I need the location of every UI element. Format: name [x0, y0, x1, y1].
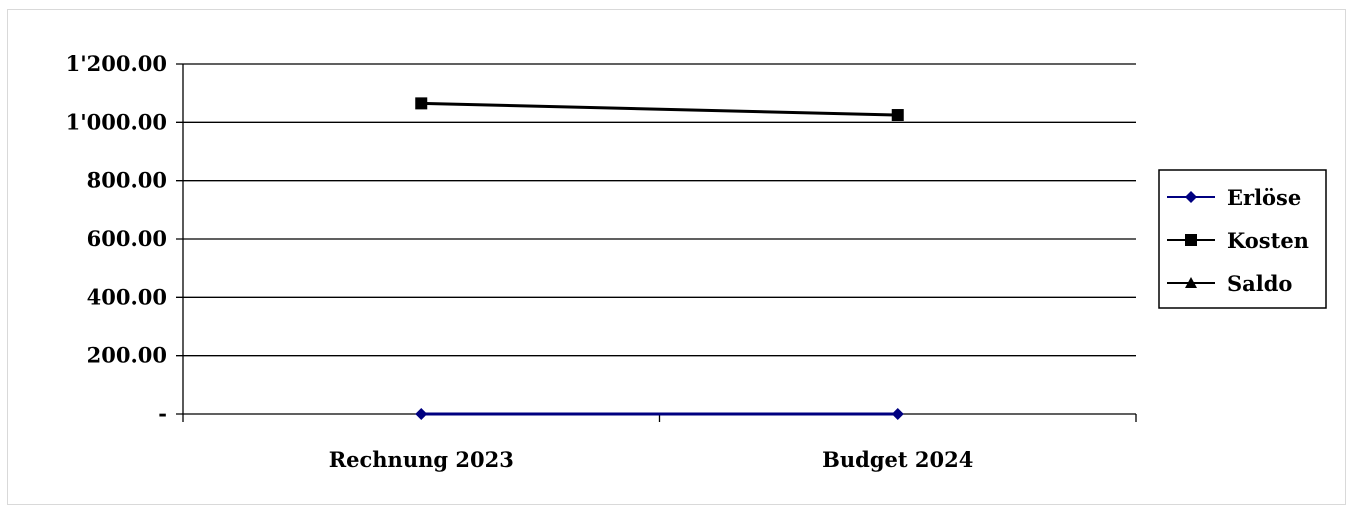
data-point-erl-se	[891, 408, 904, 420]
legend-marker-kosten	[1185, 234, 1197, 246]
y-tick-label: 800.00	[87, 168, 167, 193]
x-axis: Rechnung 2023 Budget 2024	[182, 414, 1137, 472]
series-line-kosten	[421, 101, 898, 117]
legend-marker-saldo	[1185, 277, 1197, 288]
legend-marker-erl-se	[1185, 191, 1197, 203]
legend-label-kosten: Kosten	[1227, 228, 1309, 253]
series-layer	[415, 97, 904, 420]
y-tick-label: 1'200.00	[66, 51, 167, 76]
chart-frame	[7, 9, 1346, 505]
legend: Erlöse Kosten Saldo	[1158, 169, 1327, 309]
y-tick-label: 200.00	[87, 343, 167, 368]
y-tick-label: 600.00	[87, 226, 167, 251]
data-point-kosten	[415, 97, 428, 110]
grid-lines	[176, 63, 1136, 415]
y-axis: 1'200.00 1'000.00 800.00 600.00 400.00 200.00…	[66, 51, 184, 426]
data-point-erl-se	[415, 408, 428, 420]
legend-label-saldo: Saldo	[1227, 271, 1292, 296]
data-point-kosten	[891, 109, 904, 122]
legend-label-erl-se: Erlöse	[1227, 185, 1301, 210]
y-tick-label: -	[158, 401, 167, 426]
y-tick-label: 1'000.00	[66, 109, 167, 134]
y-tick-label: 400.00	[87, 284, 167, 309]
x-tick-label: Rechnung 2023	[329, 447, 514, 472]
x-tick-label: Budget 2024	[822, 447, 973, 472]
